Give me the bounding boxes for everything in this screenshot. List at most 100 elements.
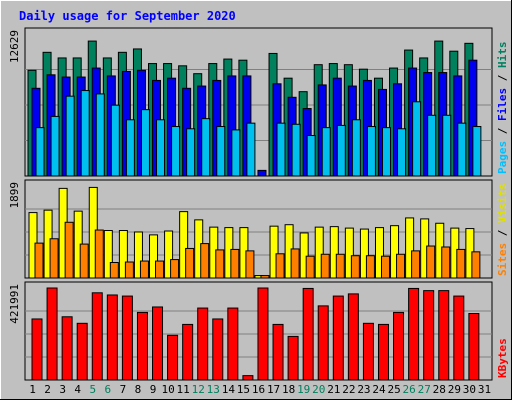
panel-max-label: 12629 bbox=[8, 30, 21, 63]
bar-kbytes-day-14 bbox=[227, 307, 239, 381]
x-tick-label-day-17: 17 bbox=[267, 383, 280, 396]
bar-visits-day-17 bbox=[269, 225, 279, 279]
series-kbytes bbox=[31, 287, 480, 381]
x-tick-label-day-3: 3 bbox=[59, 383, 66, 396]
bar-kbytes-day-19 bbox=[302, 287, 314, 381]
x-tick-label-day-19: 19 bbox=[297, 383, 310, 396]
bar-kbytes-day-4 bbox=[76, 322, 88, 381]
legend-label-part: Pages bbox=[496, 141, 509, 174]
bar-pages-day-3 bbox=[65, 95, 75, 177]
bar-visits-day-11 bbox=[179, 211, 189, 279]
bar-sites-day-2 bbox=[49, 238, 59, 279]
bar-kbytes-day-2 bbox=[46, 287, 58, 381]
panel-legend-label: Pages / Files / Hits bbox=[496, 42, 509, 175]
bar-pages-day-10 bbox=[171, 126, 181, 177]
chart-title: Daily usage for September 2020 bbox=[19, 9, 236, 23]
x-tick-label-day-24: 24 bbox=[372, 383, 386, 396]
series-sites bbox=[34, 221, 481, 279]
bar-sites-day-14 bbox=[230, 248, 240, 279]
bar-visits-day-26 bbox=[405, 217, 415, 279]
bar-pages-day-22 bbox=[351, 119, 361, 177]
x-tick-label-day-11: 11 bbox=[177, 383, 190, 396]
bar-kbytes-day-28 bbox=[438, 290, 450, 381]
x-tick-label-day-13: 13 bbox=[207, 383, 220, 396]
x-tick-label-day-2: 2 bbox=[44, 383, 51, 396]
bar-sites-day-12 bbox=[200, 243, 210, 279]
bar-sites-day-27 bbox=[426, 245, 436, 279]
bar-pages-day-12 bbox=[201, 118, 211, 177]
x-tick-label-day-25: 25 bbox=[387, 383, 400, 396]
bar-sites-day-28 bbox=[441, 246, 451, 279]
legend-label-part: / bbox=[496, 121, 509, 141]
bar-pages-day-29 bbox=[457, 122, 467, 177]
bar-kbytes-day-18 bbox=[287, 335, 299, 381]
panel-kbytes: 421991 KBytes bbox=[8, 281, 509, 381]
bar-visits-day-7 bbox=[118, 230, 128, 279]
bar-kbytes-day-21 bbox=[332, 295, 344, 381]
x-axis-tick-labels: 1 2 3 4 5 6 7 8 9 10 11 12 13 14 15 16 17 18 19 20 21 22 23 24 2… bbox=[29, 383, 491, 396]
bar-sites-day-10 bbox=[170, 259, 180, 279]
bar-kbytes-day-1 bbox=[31, 318, 43, 381]
bar-sites-day-24 bbox=[380, 255, 390, 279]
bar-pages-day-26 bbox=[412, 101, 422, 177]
bar-kbytes-day-13 bbox=[212, 318, 224, 381]
x-tick-label-day-30: 30 bbox=[463, 383, 476, 396]
bar-pages-day-17 bbox=[276, 122, 286, 177]
bar-kbytes-day-27 bbox=[423, 290, 435, 381]
x-tick-label-day-31: 31 bbox=[478, 383, 491, 396]
bar-kbytes-day-16 bbox=[257, 287, 269, 381]
bar-files-day-16 bbox=[257, 169, 267, 177]
bar-visits-day-9 bbox=[149, 234, 159, 279]
bar-visits-day-20 bbox=[314, 226, 324, 279]
x-tick-label-day-1: 1 bbox=[29, 383, 36, 396]
x-tick-label-day-4: 4 bbox=[74, 383, 81, 396]
bar-sites-day-13 bbox=[215, 249, 225, 279]
bar-pages-day-6 bbox=[110, 104, 120, 177]
x-tick-label-day-16: 16 bbox=[252, 383, 265, 396]
x-tick-label-day-12: 12 bbox=[192, 383, 205, 396]
bar-pages-day-2 bbox=[50, 115, 60, 177]
bar-pages-day-14 bbox=[231, 129, 241, 177]
bar-pages-day-27 bbox=[427, 114, 437, 177]
x-tick-label-day-14: 14 bbox=[222, 383, 236, 396]
panel-legend-label: KBytes bbox=[496, 338, 509, 378]
bar-sites-day-16 bbox=[260, 275, 270, 279]
legend-label-part: / bbox=[496, 68, 509, 88]
bar-pages-day-18 bbox=[291, 123, 301, 177]
bar-kbytes-day-10 bbox=[167, 334, 179, 381]
bar-sites-day-29 bbox=[456, 248, 466, 279]
x-tick-label-day-8: 8 bbox=[135, 383, 142, 396]
bar-kbytes-day-26 bbox=[408, 287, 420, 381]
bar-sites-day-26 bbox=[411, 250, 421, 279]
x-tick-label-day-27: 27 bbox=[418, 383, 431, 396]
legend-label-part: / bbox=[496, 223, 509, 243]
bar-kbytes-day-7 bbox=[121, 295, 133, 381]
x-tick-label-day-18: 18 bbox=[282, 383, 295, 396]
legend-label-part: Files bbox=[496, 88, 509, 121]
x-tick-label-day-10: 10 bbox=[161, 383, 174, 396]
bar-sites-day-1 bbox=[34, 242, 44, 279]
x-tick-label-day-21: 21 bbox=[327, 383, 340, 396]
x-tick-label-day-28: 28 bbox=[433, 383, 446, 396]
bar-pages-day-13 bbox=[216, 126, 226, 177]
bar-pages-day-25 bbox=[397, 128, 407, 177]
bar-kbytes-day-30 bbox=[468, 313, 480, 381]
bar-pages-day-15 bbox=[246, 122, 256, 177]
bar-kbytes-day-15 bbox=[242, 375, 254, 381]
bar-pages-day-19 bbox=[306, 135, 316, 177]
x-tick-label-day-9: 9 bbox=[150, 383, 157, 396]
legend-label-part: KBytes bbox=[496, 338, 509, 378]
bar-kbytes-day-9 bbox=[152, 306, 164, 381]
bar-sites-day-21 bbox=[335, 253, 345, 279]
bar-pages-day-23 bbox=[366, 126, 376, 177]
bar-sites-day-19 bbox=[305, 255, 315, 279]
bar-sites-day-7 bbox=[124, 261, 134, 279]
bar-visits-day-21 bbox=[329, 226, 339, 279]
bar-sites-day-9 bbox=[155, 260, 165, 279]
panel-max-label: 1899 bbox=[8, 182, 21, 209]
bar-pages-day-20 bbox=[321, 127, 331, 177]
bar-sites-day-23 bbox=[365, 255, 375, 279]
bar-sites-day-30 bbox=[471, 251, 481, 279]
bar-kbytes-day-12 bbox=[197, 307, 209, 381]
bar-pages-day-28 bbox=[442, 114, 452, 177]
